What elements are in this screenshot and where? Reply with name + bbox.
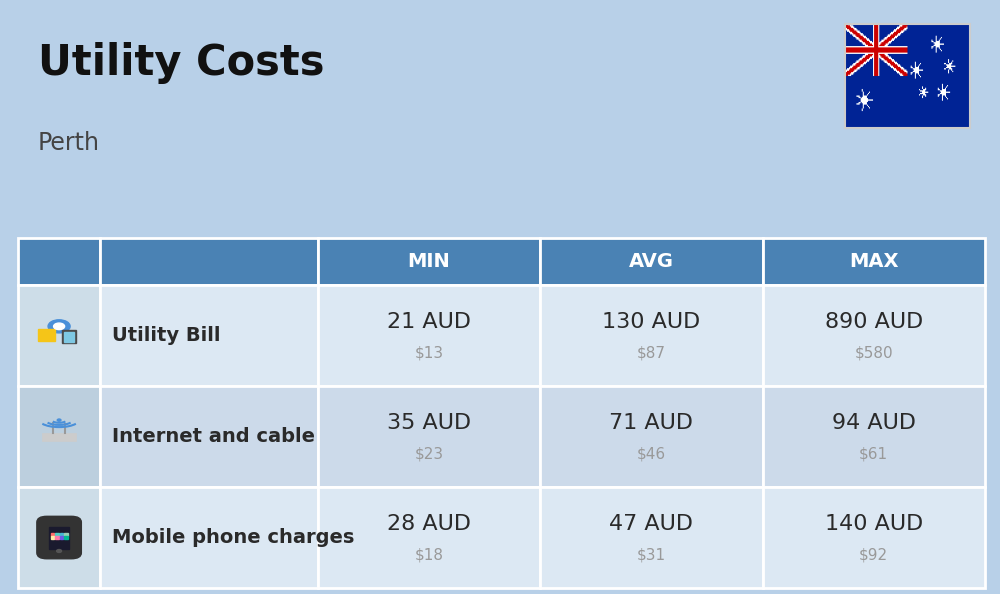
Circle shape — [57, 419, 61, 421]
Bar — [62, 330, 76, 343]
Text: $18: $18 — [414, 547, 443, 562]
Bar — [18, 386, 100, 487]
Bar — [51, 533, 54, 536]
Bar — [845, 24, 970, 128]
Text: $580: $580 — [854, 345, 893, 360]
Text: 47 AUD: 47 AUD — [609, 514, 693, 535]
Bar — [55, 536, 59, 539]
Bar — [763, 386, 985, 487]
Bar — [318, 238, 540, 285]
Circle shape — [54, 323, 65, 330]
Text: 21 AUD: 21 AUD — [387, 312, 471, 332]
Text: Utility Costs: Utility Costs — [38, 42, 324, 84]
Text: 890 AUD: 890 AUD — [825, 312, 923, 332]
Bar — [100, 487, 318, 588]
Bar — [540, 238, 763, 285]
Bar — [318, 285, 540, 386]
Text: 28 AUD: 28 AUD — [387, 514, 471, 535]
Bar — [763, 238, 985, 285]
Text: Perth: Perth — [38, 131, 100, 154]
Bar — [540, 386, 763, 487]
Text: Internet and cable: Internet and cable — [112, 427, 315, 446]
Bar — [60, 533, 63, 536]
Bar — [763, 285, 985, 386]
Bar — [318, 487, 540, 588]
Circle shape — [57, 549, 62, 552]
Text: $23: $23 — [414, 446, 444, 461]
Text: 35 AUD: 35 AUD — [387, 413, 471, 434]
Bar — [100, 386, 318, 487]
Text: Utility Bill: Utility Bill — [112, 326, 221, 345]
Bar — [100, 285, 318, 386]
Bar — [540, 487, 763, 588]
Bar — [42, 433, 76, 441]
Bar — [38, 329, 55, 341]
Text: AVG: AVG — [629, 252, 674, 271]
Bar — [64, 332, 74, 342]
Bar — [64, 533, 68, 536]
Bar — [318, 386, 540, 487]
Text: 94 AUD: 94 AUD — [832, 413, 916, 434]
Bar — [18, 487, 100, 588]
Text: $87: $87 — [637, 345, 666, 360]
Bar — [540, 285, 763, 386]
Bar — [55, 533, 59, 536]
Bar — [64, 536, 68, 539]
Bar — [18, 238, 100, 285]
Text: $31: $31 — [637, 547, 666, 562]
FancyBboxPatch shape — [37, 516, 81, 559]
Bar — [60, 536, 63, 539]
Bar — [763, 487, 985, 588]
Text: $13: $13 — [414, 345, 444, 360]
Text: Mobile phone charges: Mobile phone charges — [112, 528, 355, 547]
Circle shape — [48, 320, 70, 333]
Text: $46: $46 — [637, 446, 666, 461]
Text: MAX: MAX — [849, 252, 899, 271]
Bar — [18, 285, 100, 386]
Text: 130 AUD: 130 AUD — [602, 312, 701, 332]
Text: $92: $92 — [859, 547, 888, 562]
Text: 140 AUD: 140 AUD — [825, 514, 923, 535]
Bar — [51, 536, 54, 539]
Bar — [49, 527, 69, 549]
Text: $61: $61 — [859, 446, 888, 461]
Text: MIN: MIN — [408, 252, 450, 271]
Bar — [100, 238, 318, 285]
Text: 71 AUD: 71 AUD — [609, 413, 693, 434]
